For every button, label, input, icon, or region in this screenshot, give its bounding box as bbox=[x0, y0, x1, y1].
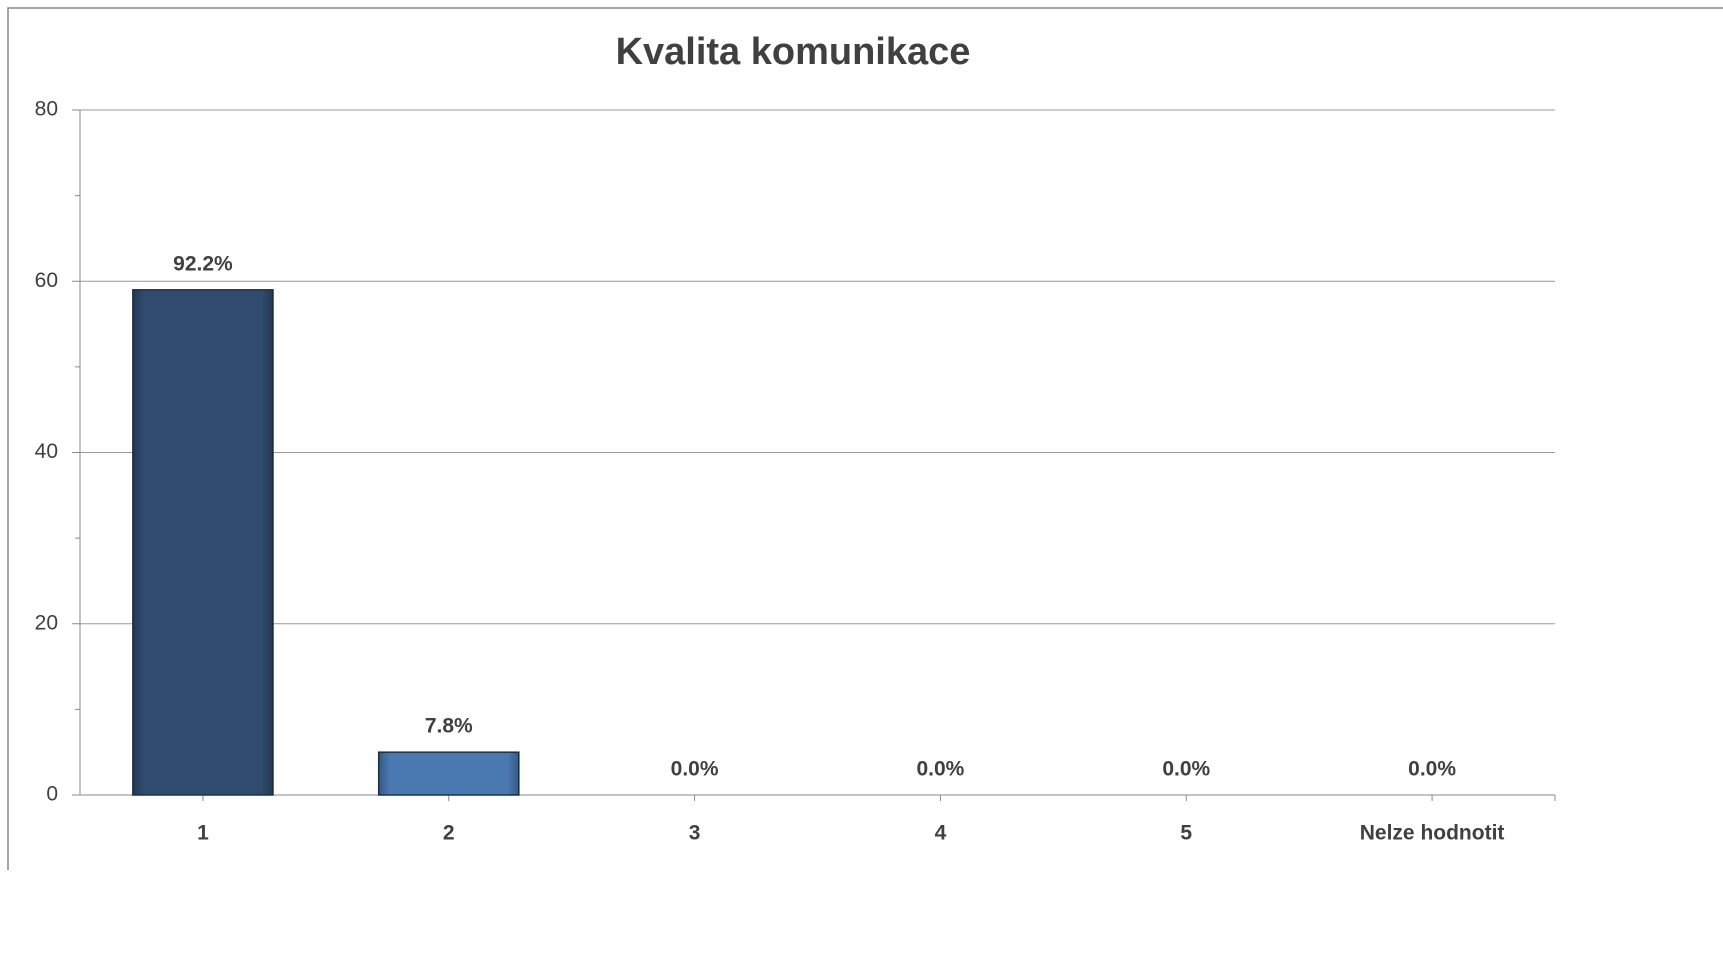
bar-shade bbox=[132, 289, 273, 795]
value-label: 7.8% bbox=[425, 715, 473, 738]
x-tick-label: 5 bbox=[1180, 822, 1192, 845]
x-tick-label: 4 bbox=[935, 822, 947, 845]
y-tick-label: 0 bbox=[46, 783, 58, 806]
x-tick-label: 2 bbox=[443, 822, 455, 845]
x-tick-label: 1 bbox=[197, 822, 209, 845]
x-tick-label: Nelze hodnotit bbox=[1360, 822, 1505, 845]
y-tick-label: 60 bbox=[35, 269, 58, 292]
y-tick-label: 40 bbox=[35, 440, 58, 463]
value-label: 0.0% bbox=[916, 758, 964, 781]
value-label: 0.0% bbox=[1162, 758, 1210, 781]
y-tick-label: 80 bbox=[35, 98, 58, 121]
value-label: 92.2% bbox=[173, 252, 233, 275]
bar-shade bbox=[378, 752, 519, 795]
value-label: 0.0% bbox=[1408, 758, 1456, 781]
chart-title: Kvalita komunikace bbox=[616, 31, 971, 73]
x-tick-label: 3 bbox=[689, 822, 701, 845]
chart-frame bbox=[7, 7, 1723, 870]
value-label: 0.0% bbox=[671, 758, 719, 781]
y-tick-label: 20 bbox=[35, 611, 58, 634]
